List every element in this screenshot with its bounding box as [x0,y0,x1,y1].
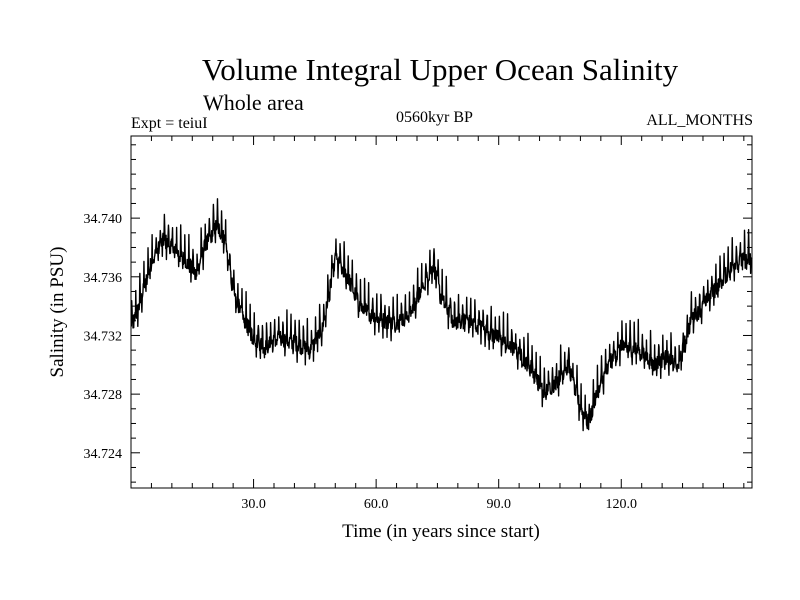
y-tick-label: 34.724 [84,447,123,462]
y-axis-title: Salinity (in PSU) [47,247,68,378]
x-tick-label: 60.0 [364,497,389,512]
months-label: ALL_MONTHS [646,112,753,129]
x-tick-label: 30.0 [241,497,266,512]
x-axis-title: Time (in years since start) [342,521,540,542]
axis-ticks [131,136,752,488]
experiment-label: Expt = teiuI [131,115,208,132]
y-tick-label: 34.728 [84,388,123,403]
y-tick-label: 34.740 [84,212,123,227]
series-line-salinity [130,198,753,432]
tick-labels: 30.0 60.0 90.0 120.0 34.724 34.728 34.732 34.73… [84,212,638,512]
period-label: 0560kyr BP [396,109,473,126]
chart-subtitle: Whole area [203,90,304,115]
x-tick-label: 90.0 [486,497,511,512]
y-tick-label: 34.732 [84,329,123,344]
chart-title: Volume Integral Upper Ocean Salinity [201,52,679,87]
y-tick-label: 34.736 [84,271,123,286]
x-tick-label: 120.0 [606,497,638,512]
plot-frame [130,135,753,489]
